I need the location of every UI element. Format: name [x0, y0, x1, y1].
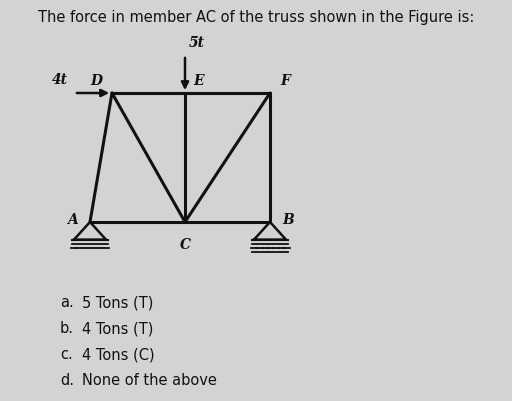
- Text: 4 Tons (C): 4 Tons (C): [82, 347, 155, 362]
- Text: 4 Tons (T): 4 Tons (T): [82, 321, 154, 336]
- Text: B: B: [282, 213, 294, 227]
- Text: a.: a.: [60, 295, 74, 310]
- Text: 4t: 4t: [52, 73, 68, 87]
- Text: c.: c.: [60, 347, 73, 362]
- Text: F: F: [280, 74, 290, 88]
- Text: b.: b.: [60, 321, 74, 336]
- Text: None of the above: None of the above: [82, 373, 217, 388]
- Text: The force in member AC of the truss shown in the Figure is:: The force in member AC of the truss show…: [38, 10, 474, 25]
- Text: E: E: [193, 74, 204, 88]
- Text: C: C: [180, 238, 190, 252]
- Text: A: A: [67, 213, 78, 227]
- Text: 5t: 5t: [189, 36, 205, 50]
- Text: d.: d.: [60, 373, 74, 388]
- Text: 5 Tons (T): 5 Tons (T): [82, 295, 154, 310]
- Text: D: D: [90, 74, 102, 88]
